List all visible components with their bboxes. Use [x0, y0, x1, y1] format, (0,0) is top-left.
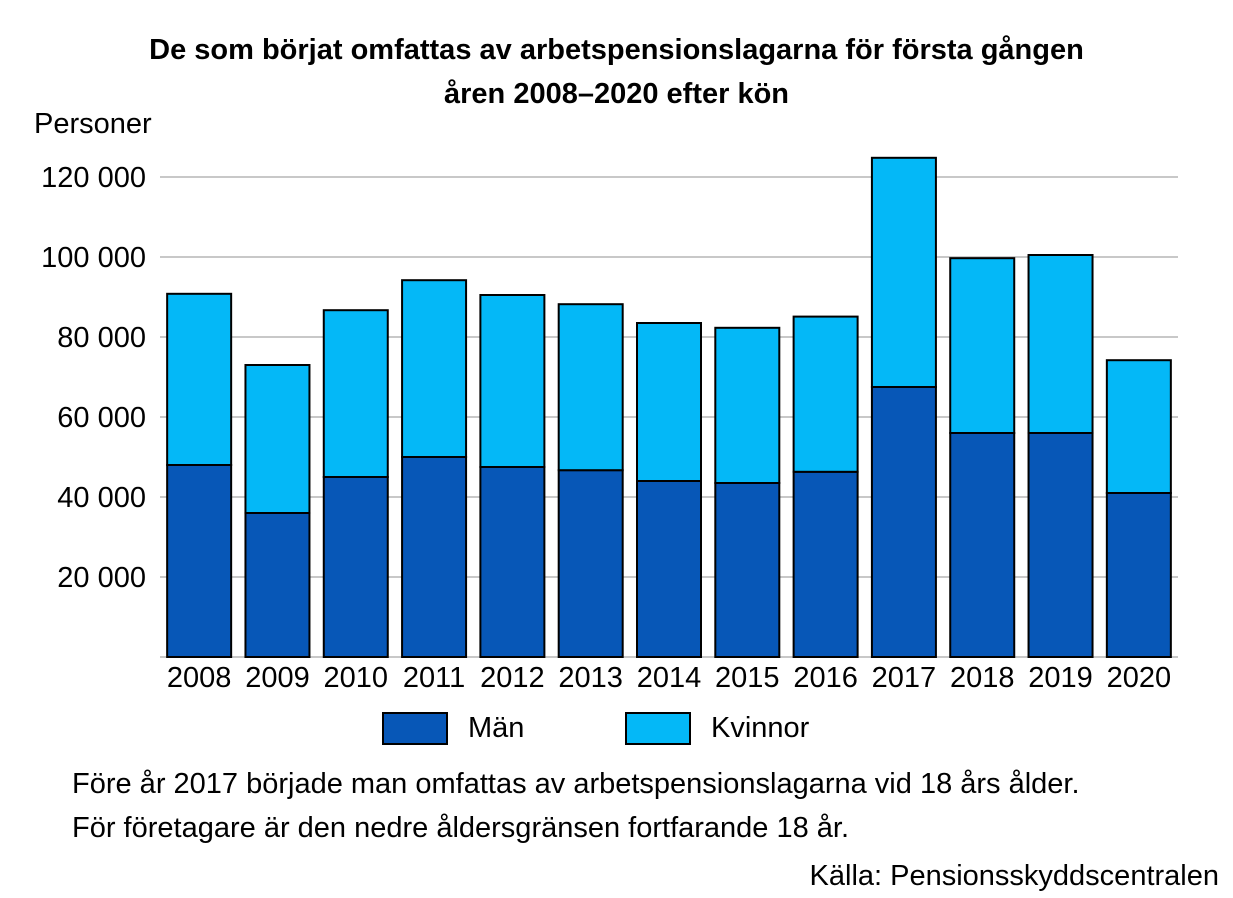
- y-tick-labels: 20 000 40 000 60 000 80 000 100 000 120 000: [41, 162, 146, 594]
- legend: Män Kvinnor: [0, 712, 1233, 752]
- bar-man-2010: [322, 476, 389, 658]
- bar-kvinnor-2014: [636, 322, 702, 482]
- y-tick-label: 80 000: [57, 322, 146, 354]
- bar-kvinnor-2015: [714, 326, 781, 484]
- x-tick-label: 2011: [403, 662, 465, 694]
- x-tick-label: 2009: [245, 662, 310, 694]
- x-tick-label: 2016: [793, 662, 858, 694]
- bar-man-2018: [949, 432, 1016, 658]
- legend-swatch-kvinnor: [625, 712, 691, 745]
- chart-title-line-1: De som börjat omfattas av arbetspensions…: [149, 34, 1084, 66]
- bar-man-2019: [1027, 432, 1094, 658]
- y-tick-label: 40 000: [57, 482, 146, 514]
- y-tick-label: 60 000: [57, 402, 146, 434]
- bar-kvinnor-2009: [244, 364, 311, 514]
- x-tick-label: 2018: [950, 662, 1015, 694]
- bar-kvinnor-2020: [1105, 359, 1172, 495]
- bar-man-2014: [636, 480, 702, 658]
- x-tick-label: 2012: [480, 662, 545, 694]
- bar-kvinnor-2019: [1027, 254, 1094, 434]
- legend-item-kvinnor: Kvinnor: [625, 712, 809, 745]
- x-tick-label: 2015: [715, 662, 780, 694]
- bar-man-2012: [479, 466, 546, 658]
- x-tick-label: 2013: [558, 662, 623, 694]
- chart-title-line-2: åren 2008–2020 efter kön: [444, 78, 789, 110]
- legend-swatch-man: [382, 712, 448, 745]
- bars: [166, 156, 1172, 659]
- y-tick-label: 100 000: [41, 242, 146, 274]
- x-tick-label: 2017: [872, 662, 937, 694]
- x-tick-label: 2019: [1028, 662, 1093, 694]
- bar-kvinnor-2008: [166, 292, 233, 466]
- bar-kvinnor-2012: [479, 294, 546, 468]
- x-tick-label: 2020: [1107, 662, 1172, 694]
- bar-kvinnor-2013: [557, 303, 624, 472]
- x-tick-labels: 2008 2009 2010 2011 2012 2013 2014 2015 2016 2017…: [167, 662, 1171, 694]
- footnote-line-1: Före år 2017 började man omfattas av arb…: [72, 768, 1080, 800]
- bar-kvinnor-2018: [949, 257, 1016, 435]
- x-tick-label: 2010: [324, 662, 389, 694]
- bar-man-2009: [244, 512, 311, 658]
- x-tick-label: 2008: [167, 662, 232, 694]
- footnote-line-2: För företagare är den nedre åldersgränse…: [72, 812, 850, 844]
- bar-man-2015: [714, 482, 781, 658]
- source-note: Källa: Pensionsskyddscentralen: [809, 860, 1219, 892]
- bar-man-2016: [792, 470, 859, 658]
- legend-label-kvinnor: Kvinnor: [711, 712, 810, 744]
- legend-item-man: Män: [382, 712, 524, 745]
- bar-kvinnor-2010: [322, 309, 389, 479]
- y-tick-label: 20 000: [57, 562, 146, 594]
- y-tick-label: 120 000: [41, 162, 146, 194]
- x-tick-label: 2014: [637, 662, 702, 694]
- bar-kvinnor-2017: [870, 156, 937, 388]
- bar-man-2008: [166, 464, 233, 658]
- bar-man-2017: [870, 386, 937, 658]
- legend-label-man: Män: [468, 712, 525, 744]
- bar-man-2013: [557, 469, 624, 659]
- bar-man-2011: [401, 456, 468, 658]
- bar-kvinnor-2016: [792, 315, 859, 473]
- bar-kvinnor-2011: [401, 279, 468, 459]
- y-axis-unit-label: Personer: [34, 108, 152, 140]
- bar-man-2020: [1105, 492, 1172, 658]
